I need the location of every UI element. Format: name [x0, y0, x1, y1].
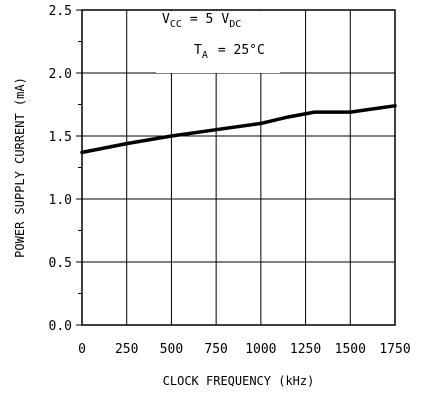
x-axis-ticks: 0 250 500 750 1000 1250 1500 1750 [78, 342, 411, 357]
y-axis-ticks: 0.0 0.5 1.0 1.5 2.0 2.5 [49, 4, 82, 334]
ta-eq: = 25°C [218, 43, 265, 58]
x-tick-label: 1250 [290, 342, 321, 357]
y-tick-label: 0.0 [49, 319, 72, 334]
x-tick-label: 500 [160, 342, 183, 357]
series-line [80, 104, 397, 155]
x-tick-label: 750 [204, 342, 227, 357]
x-tick-label: 250 [115, 342, 138, 357]
x-tick-label: 1500 [335, 342, 366, 357]
annotation-vcc: VCC = 5 VDC [162, 12, 241, 30]
x-tick-label: 1000 [245, 342, 276, 357]
y-tick-label: 1.5 [49, 130, 72, 145]
vcc-unit-sub: DC [229, 19, 241, 30]
y-tick-label: 0.5 [49, 256, 72, 271]
ta-symbol: T [194, 43, 202, 58]
y-tick-label: 1.0 [49, 193, 72, 208]
ta-sub: A [202, 50, 208, 61]
vcc-eq: = 5 [190, 12, 213, 27]
vcc-unit: V [221, 12, 229, 27]
x-axis-label: CLOCK FREQUENCY (kHz) [163, 374, 315, 388]
y-tick-label: 2.0 [49, 67, 72, 82]
annotation-background [156, 11, 280, 73]
annotation-ta: TA = 25°C [194, 43, 265, 61]
vcc-sub: CC [170, 19, 182, 30]
plot-frame [81, 9, 396, 326]
x-tick-label: 1750 [379, 342, 410, 357]
y-tick-label: 2.5 [49, 4, 72, 19]
y-axis-label: POWER SUPPLY CURRENT (mA) [13, 77, 27, 258]
vcc-symbol: V [162, 12, 170, 27]
x-tick-label: 0 [78, 342, 86, 357]
